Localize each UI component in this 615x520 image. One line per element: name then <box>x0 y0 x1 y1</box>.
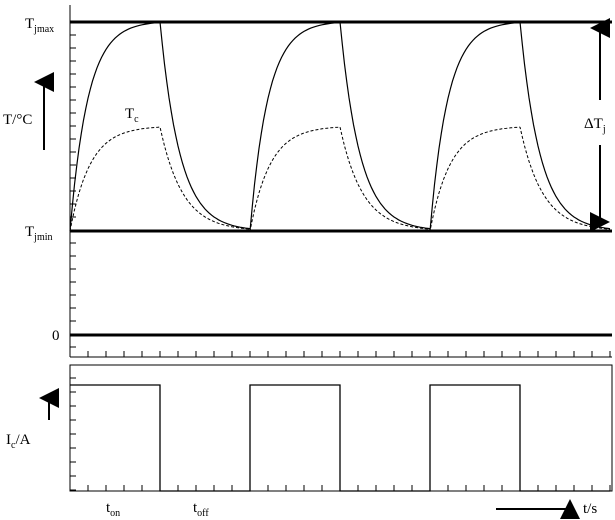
tj-curve <box>69 21 611 232</box>
y-upper-label: T/°C <box>3 112 32 128</box>
tjmin-label: Tjmin <box>25 224 53 243</box>
tjmax-label: Tjmax <box>25 16 54 35</box>
ton-label: ton <box>106 500 120 519</box>
lower-left-ticks <box>70 377 76 491</box>
ic-square-wave <box>70 384 610 492</box>
toff-label: toff <box>193 500 209 519</box>
zero-label: 0 <box>52 328 60 344</box>
delta-tj-label: ΔTj <box>584 116 606 135</box>
time-label: t/s <box>583 501 597 517</box>
upper-left-ticks <box>70 21 76 348</box>
lower-frame <box>69 364 613 492</box>
upper-panel: Tjmax Tjmin 0 T/°C Tc ΔTj <box>3 5 612 358</box>
y-lower-label: Ic/A <box>6 432 31 451</box>
lower-panel: Ic/A ton toff t/s <box>6 364 613 519</box>
upper-bottom-ticks <box>69 351 611 357</box>
tc-curve <box>69 126 611 232</box>
tc-label: Tc <box>125 106 139 125</box>
